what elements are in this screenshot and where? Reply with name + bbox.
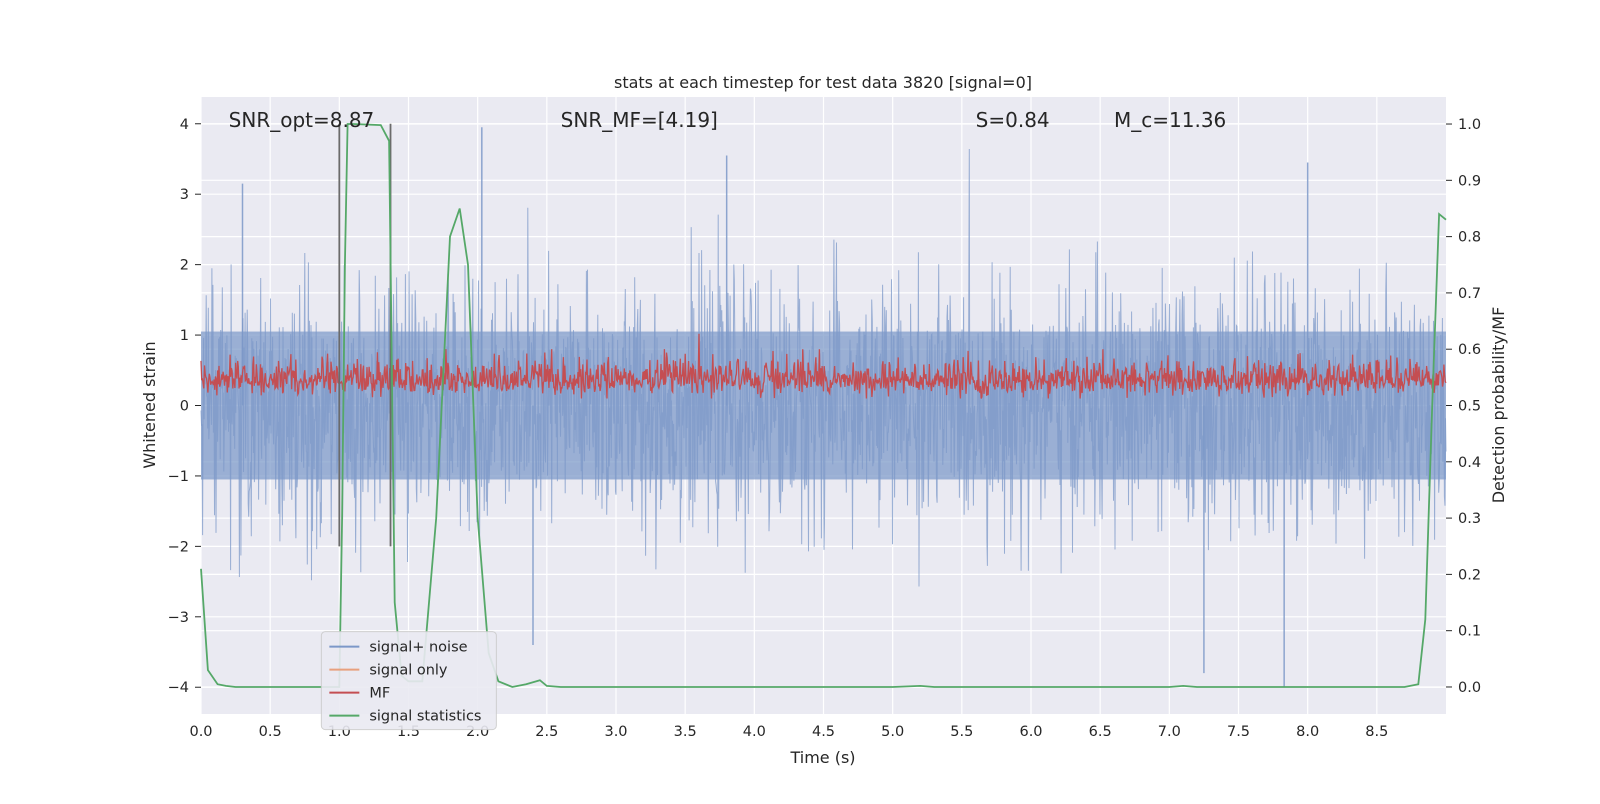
- y-left-tick-label: −2: [168, 539, 189, 555]
- y-right-tick-label: 0.1: [1458, 624, 1481, 640]
- x-tick-label: 0.5: [259, 724, 282, 740]
- x-tick-label: 4.5: [812, 724, 835, 740]
- chart-title: stats at each timestep for test data 382…: [614, 73, 1032, 92]
- x-tick-label: 5.0: [881, 724, 904, 740]
- y-left-tick-label: 1: [180, 328, 189, 344]
- x-tick-label: 4.0: [743, 724, 766, 740]
- x-tick-label: 3.5: [674, 724, 697, 740]
- y-right-tick-label: 0.7: [1458, 286, 1481, 302]
- y-left-tick-label: 4: [180, 117, 189, 133]
- x-tick-label: 2.5: [535, 724, 558, 740]
- x-tick-label: 7.5: [1227, 724, 1250, 740]
- x-axis-label: Time (s): [789, 748, 855, 767]
- y-left-tick-label: 0: [180, 399, 189, 415]
- y-left-tick-label: −3: [168, 610, 189, 626]
- x-tick-label: 6.0: [1019, 724, 1042, 740]
- annotations: SNR_opt=8.87 SNR_MF=[4.19] S=0.84 M_c=11.36: [229, 108, 1227, 132]
- legend-box: [320, 631, 497, 731]
- y-left-tick-label: −4: [168, 680, 189, 696]
- x-tick-label: 3.0: [604, 724, 627, 740]
- legend-label: signal+ noise: [369, 640, 467, 656]
- noise-series: [200, 127, 1447, 688]
- legend-label: MF: [369, 686, 390, 702]
- signal-statistics-line: [200, 123, 1447, 688]
- x-tick-label: 0.0: [189, 724, 212, 740]
- legend-label: signal only: [369, 663, 448, 679]
- y-right-tick-label: 0.4: [1458, 455, 1481, 471]
- annotation-text: M_c=11.36: [1114, 108, 1226, 132]
- y-right-tick-label: 0.5: [1458, 399, 1481, 415]
- y-right-tick-label: 0.8: [1458, 230, 1481, 246]
- annotation-text: S=0.84: [976, 108, 1050, 132]
- annotation-text: SNR_MF=[4.19]: [561, 108, 718, 132]
- y-right-tick-label: 0.6: [1458, 342, 1481, 358]
- noise-line: [200, 148, 1447, 587]
- x-tick-label: 5.5: [950, 724, 973, 740]
- x-tick-label: 7.0: [1158, 724, 1181, 740]
- x-tick-label: 8.5: [1365, 724, 1388, 740]
- x-tick-label: 6.5: [1089, 724, 1112, 740]
- x-tick-label: 8.0: [1296, 724, 1319, 740]
- y-axis-label-left: Whitened strain: [140, 341, 159, 468]
- y-right-tick-label: 0.3: [1458, 511, 1481, 527]
- legend-label: signal statistics: [369, 709, 481, 725]
- y-right-tick-label: 0.2: [1458, 567, 1481, 583]
- y-right-tick-label: 0.9: [1458, 173, 1481, 189]
- mf-series: [200, 333, 1447, 399]
- y-left-tick-label: 2: [180, 258, 189, 274]
- y-right-tick-label: 0.0: [1458, 680, 1481, 696]
- y-left-tick-label: 3: [180, 187, 189, 203]
- annotation-text: SNR_opt=8.87: [229, 108, 375, 132]
- y-right-tick-label: 1.0: [1458, 117, 1481, 133]
- y-left-tick-label: −1: [168, 469, 189, 485]
- legend: signal+ noise signal only MF signal statist…: [320, 631, 497, 731]
- y-axis-label-right: Detection probability/MF: [1489, 307, 1508, 504]
- signal-statistics-series: [200, 123, 1447, 688]
- mf-line: [200, 333, 1447, 399]
